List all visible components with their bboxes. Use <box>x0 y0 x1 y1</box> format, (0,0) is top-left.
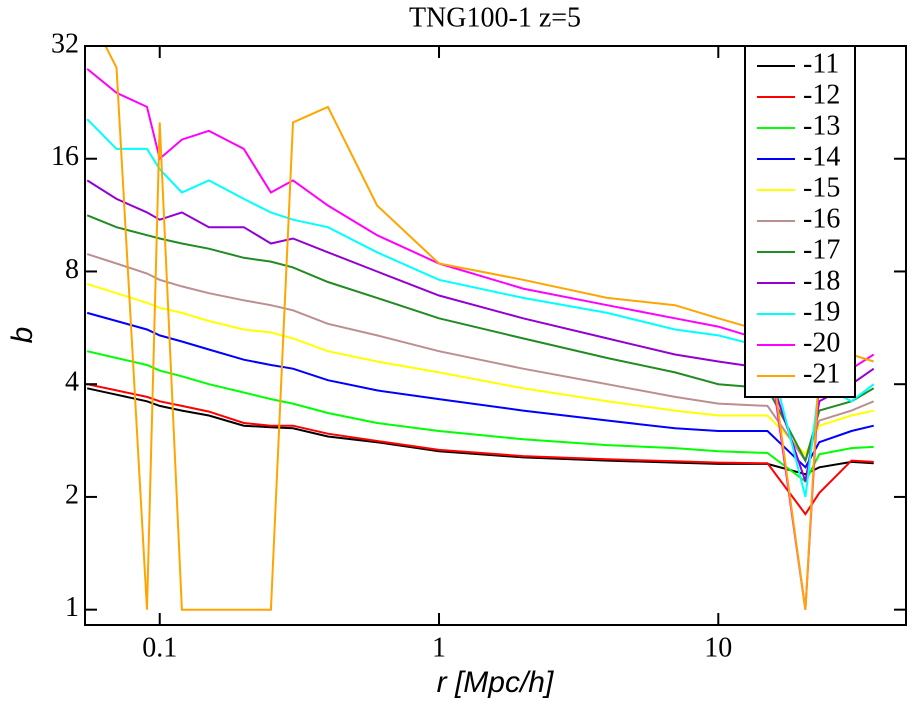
y-tick-label: 16 <box>51 141 79 172</box>
y-tick-label: 1 <box>65 592 79 623</box>
y-tick-label: 32 <box>51 28 79 59</box>
x-tick-label: 1 <box>432 632 446 663</box>
legend-label: -15 <box>803 172 840 203</box>
y-tick-label: 2 <box>65 479 79 510</box>
series-line <box>86 311 874 469</box>
series-line <box>86 214 875 464</box>
legend-label: -17 <box>803 234 840 265</box>
plot-frame <box>84 45 907 626</box>
series-line <box>104 46 875 611</box>
series-line <box>86 350 874 483</box>
legend-label: -11 <box>803 48 839 79</box>
y-tick-label: 8 <box>65 254 79 285</box>
x-tick-label: 0.1 <box>142 632 177 663</box>
y-tick-label: 4 <box>65 367 79 398</box>
x-tick-label: 10 <box>704 632 732 663</box>
legend-label: -20 <box>803 327 840 358</box>
legend-label: -18 <box>803 265 840 296</box>
legend-label: -19 <box>803 296 840 327</box>
legend-label: -12 <box>803 79 840 110</box>
series-line <box>86 383 874 516</box>
legend-label: -16 <box>803 203 840 234</box>
x-axis-label: r [Mpc/h] <box>437 666 554 699</box>
legend-label: -21 <box>803 358 840 389</box>
series-line <box>86 118 875 498</box>
chart-title: TNG100-1 z=5 <box>409 2 581 33</box>
legend-label: -14 <box>803 141 840 172</box>
legend-label: -13 <box>803 110 840 141</box>
y-axis-label: b <box>6 327 39 344</box>
plot-area <box>86 46 875 611</box>
